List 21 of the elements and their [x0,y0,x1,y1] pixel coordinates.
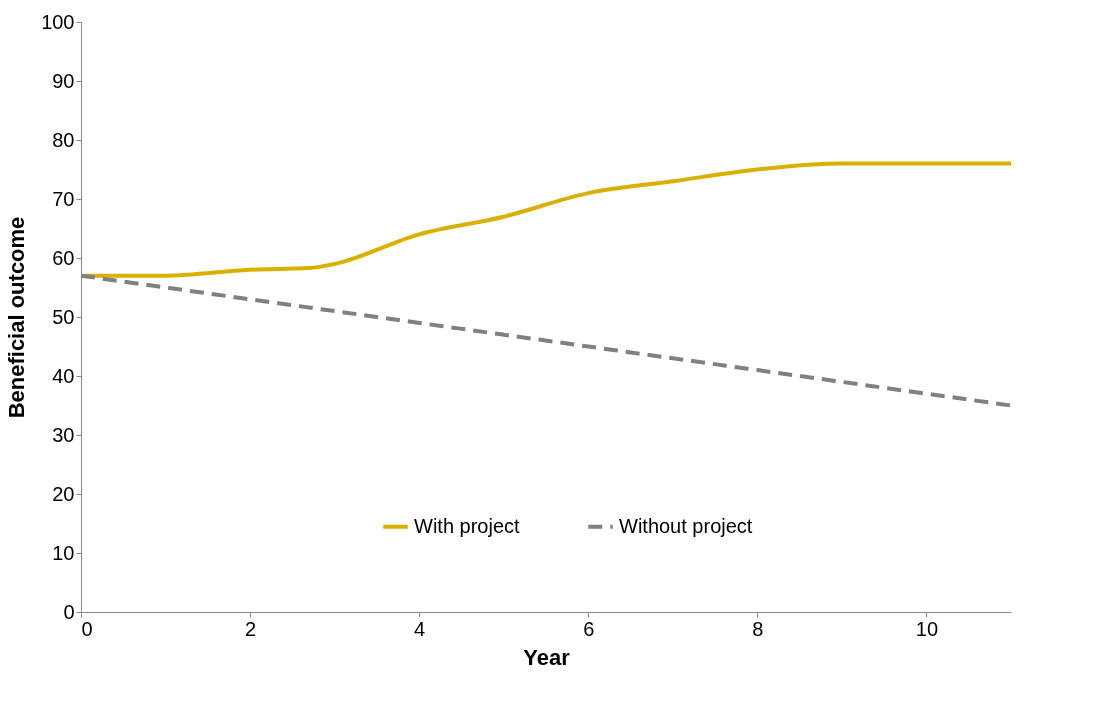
y-tick-label: 70 [52,187,75,210]
y-tick-label: 100 [41,10,75,33]
y-axis-title: Beneficial outcome [4,216,30,419]
y-tick-label: 90 [52,69,75,92]
y-tick-label: 30 [52,423,75,446]
y-tick-label: 50 [52,305,75,328]
x-tick-label: 8 [752,617,764,640]
x-tick-label: 6 [583,617,595,640]
y-tick-label: 80 [52,128,75,151]
x-tick-label: 0 [81,617,93,640]
x-tick-label: 2 [245,617,257,640]
x-tick-label: 4 [414,617,426,640]
y-tick-label: 40 [52,364,75,387]
y-tick-label: 60 [52,246,75,269]
x-tick-label: 10 [915,617,939,640]
y-tick-label: 20 [52,482,75,505]
legend-label: With project [414,514,521,537]
y-tick-label: 10 [52,541,75,564]
x-axis-title: Year [523,644,571,670]
y-tick-label: 0 [63,600,75,623]
legend-label: Without project [619,514,753,537]
